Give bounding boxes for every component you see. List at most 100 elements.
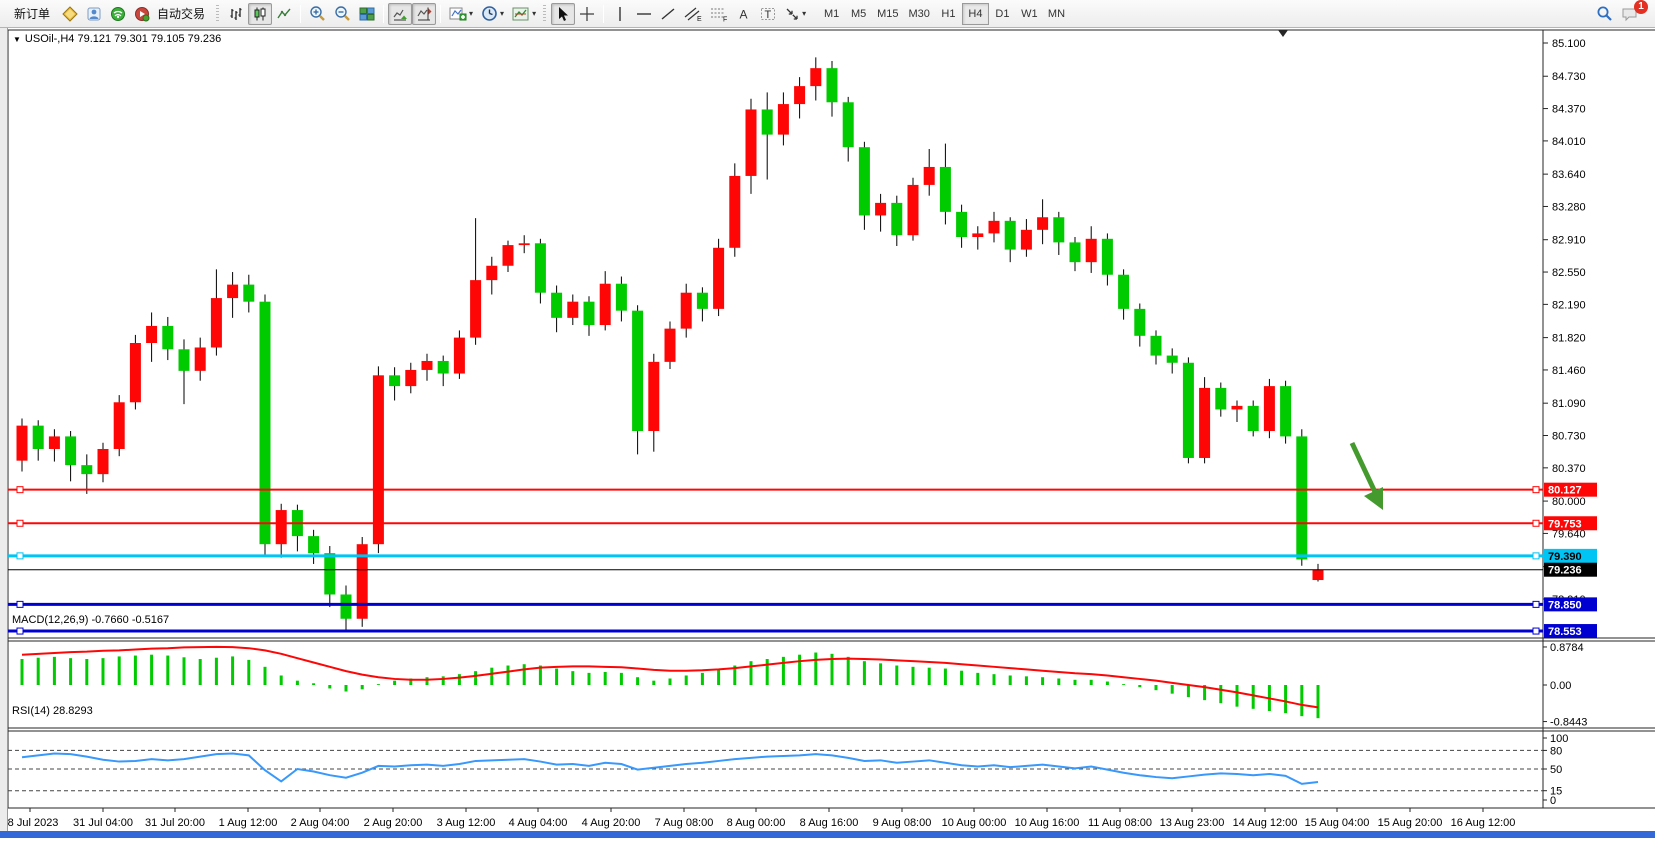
time-tick-label: 14 Aug 12:00: [1233, 817, 1298, 829]
line-handle[interactable]: [1532, 519, 1540, 527]
signal-icon[interactable]: [106, 3, 130, 25]
fibonacci-tool[interactable]: F: [706, 3, 732, 25]
tab-timeframe-d1[interactable]: D1: [995, 7, 1010, 20]
gold-book-icon[interactable]: [58, 3, 82, 25]
autotrading-button[interactable]: 自动交易: [130, 3, 213, 25]
chart-canvas[interactable]: 85.100 84.730 84.370 84.010 83.640 83.280 82.9…: [0, 28, 1655, 838]
tab-timeframe-h1[interactable]: H1: [941, 7, 956, 20]
candle-down: [891, 202, 903, 236]
cursor-button[interactable]: [551, 2, 576, 25]
zoom-out-icon: [335, 6, 350, 21]
annotation-arrow[interactable]: [1349, 441, 1383, 510]
tab-timeframe-w1[interactable]: W1: [1021, 7, 1038, 20]
tab-timeframe-m30[interactable]: M30: [908, 7, 930, 20]
tile-windows-button[interactable]: [355, 3, 379, 25]
search-button[interactable]: [1592, 3, 1617, 25]
candle-up: [48, 436, 60, 449]
equidistant-channel-icon: E: [684, 7, 702, 22]
macd-pane[interactable]: 0.8784 0.00 -0.8443: [20, 642, 1587, 729]
equidistant-channel-tool[interactable]: E: [680, 3, 706, 25]
line-handle[interactable]: [16, 519, 24, 527]
text-tool[interactable]: A: [732, 3, 756, 25]
candle-down: [858, 147, 870, 216]
horizontal-line-tool[interactable]: [632, 3, 656, 25]
candle-down: [1004, 220, 1016, 250]
candlestick-chart-button[interactable]: [248, 2, 273, 25]
tab-timeframe-m5[interactable]: M5: [850, 7, 867, 20]
text-label-tool[interactable]: T: [756, 3, 780, 25]
price-tick-label: 80.370: [1552, 463, 1586, 475]
notification-badge: 1: [1634, 0, 1648, 14]
candle-up: [1231, 405, 1243, 410]
candle-up: [988, 220, 1000, 234]
notifications-button[interactable]: 1: [1617, 0, 1648, 25]
chart-shift-button[interactable]: [412, 2, 437, 25]
price-badge-text: 79.390: [1548, 551, 1582, 563]
rsi-scale-label: 0: [1550, 795, 1556, 807]
line-handle[interactable]: [16, 600, 24, 608]
candle-down: [956, 211, 968, 238]
line-handle[interactable]: [16, 486, 24, 494]
price-axis[interactable]: 85.100 84.730 84.370 84.010 83.640 83.280 82.9…: [1543, 38, 1586, 606]
line-handle[interactable]: [1532, 486, 1540, 494]
zoom-in-button[interactable]: [305, 3, 330, 25]
auto-scroll-button[interactable]: [388, 2, 413, 25]
line-handle[interactable]: [1532, 600, 1540, 608]
candle-up: [97, 448, 109, 475]
price-badge: 79.753: [1544, 516, 1597, 531]
line-handle[interactable]: [1532, 627, 1540, 635]
line-chart-icon: [277, 8, 291, 18]
price-tick-label: 80.000: [1552, 496, 1586, 508]
zoom-out-button[interactable]: [330, 3, 355, 25]
price-tick-label: 84.730: [1552, 71, 1586, 83]
price-tick-label: 83.280: [1552, 201, 1586, 213]
candle-up: [421, 360, 433, 370]
tab-timeframe-mn[interactable]: MN: [1047, 7, 1066, 20]
tab-timeframe-m1[interactable]: M1: [823, 7, 840, 20]
price-tick-label: 82.550: [1552, 267, 1586, 279]
line-handle[interactable]: [16, 627, 24, 635]
candle-down: [259, 301, 271, 545]
price-badge: 80.127: [1544, 482, 1597, 497]
indicators-button[interactable]: ▾: [445, 3, 477, 25]
trendline-tool[interactable]: [656, 3, 680, 25]
candle-up: [1037, 217, 1049, 230]
line-handle[interactable]: [16, 552, 24, 560]
periods-clock-icon: [482, 6, 497, 21]
new-order-button[interactable]: 新订单: [6, 3, 58, 25]
time-axis[interactable]: 28 Jul 2023 31 Jul 04:00 31 Jul 20:00 1 Aug…: [2, 808, 1516, 829]
arrows-tool[interactable]: ▾: [780, 3, 810, 25]
rsi-scale-label: 80: [1550, 745, 1562, 757]
chart-title[interactable]: ▼ USOil-,H4 79.121 79.301 79.105 79.236: [13, 33, 221, 45]
templates-button[interactable]: ▾: [508, 3, 540, 25]
periods-button[interactable]: ▾: [477, 3, 508, 25]
bar-chart-button[interactable]: [224, 3, 248, 25]
tile-windows-icon: [359, 7, 375, 20]
trader-icon: [87, 7, 101, 20]
time-tick-label: 4 Aug 20:00: [582, 817, 641, 829]
candle-down: [1069, 242, 1081, 263]
line-chart-button[interactable]: [272, 3, 296, 25]
price-badge: 79.236: [1544, 562, 1597, 577]
time-tick-label: 10 Aug 00:00: [942, 817, 1007, 829]
vertical-line-tool[interactable]: [608, 3, 632, 25]
price-tick-label: 83.640: [1552, 169, 1586, 181]
main-toolbar: 新订单 自动交易 ▾ ▾: [0, 0, 1655, 28]
candle-down: [1134, 308, 1146, 336]
time-tick-label: 4 Aug 04:00: [509, 817, 568, 829]
tab-timeframe-h4[interactable]: H4: [961, 2, 989, 25]
candle-down: [1247, 405, 1259, 432]
price-badge: 78.553: [1544, 624, 1597, 639]
tab-timeframe-m15[interactable]: M15: [877, 7, 899, 20]
chart-shift-marker[interactable]: [1278, 30, 1288, 37]
rsi-scale-label: 50: [1550, 764, 1562, 776]
price-tick-label: 80.730: [1552, 431, 1586, 443]
line-handle[interactable]: [1532, 552, 1540, 560]
trader-icon[interactable]: [82, 3, 106, 25]
candle-down: [534, 243, 546, 293]
svg-text:T: T: [765, 9, 772, 21]
text-label-icon: T: [761, 7, 776, 21]
candle-down: [1182, 362, 1194, 458]
crosshair-button[interactable]: [575, 3, 599, 25]
